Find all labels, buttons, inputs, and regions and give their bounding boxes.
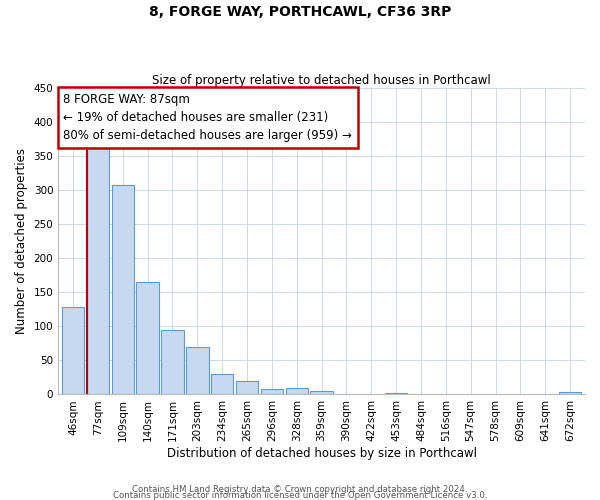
Text: Contains public sector information licensed under the Open Government Licence v3: Contains public sector information licen… (113, 490, 487, 500)
Bar (385, 393, 407, 394)
Bar (112, 186, 134, 394)
Text: 8 FORGE WAY: 87sqm
← 19% of detached houses are smaller (231)
80% of semi-detach: 8 FORGE WAY: 87sqm ← 19% of detached hou… (64, 93, 352, 142)
Y-axis label: Number of detached properties: Number of detached properties (15, 148, 28, 334)
Bar (136, 282, 159, 395)
Bar (186, 347, 209, 395)
Bar (87, 144, 109, 394)
Text: Contains HM Land Registry data © Crown copyright and database right 2024.: Contains HM Land Registry data © Crown c… (132, 485, 468, 494)
Text: 8, FORGE WAY, PORTHCAWL, CF36 3RP: 8, FORGE WAY, PORTHCAWL, CF36 3RP (149, 5, 451, 19)
Bar (286, 388, 308, 394)
Bar (161, 330, 184, 394)
Bar (62, 308, 84, 394)
Bar (236, 381, 258, 394)
Title: Size of property relative to detached houses in Porthcawl: Size of property relative to detached ho… (152, 74, 491, 87)
Bar (260, 389, 283, 394)
Bar (559, 392, 581, 394)
Bar (211, 374, 233, 394)
Bar (310, 391, 333, 394)
X-axis label: Distribution of detached houses by size in Porthcawl: Distribution of detached houses by size … (167, 447, 476, 460)
